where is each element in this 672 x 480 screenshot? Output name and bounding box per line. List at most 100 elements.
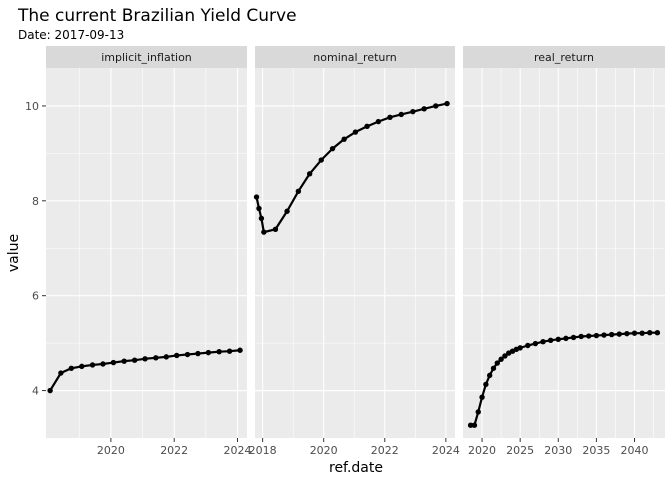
x-tick-label: 2020	[310, 444, 338, 457]
facet-panel-real_return: real_return 2020 2025 2030 2035 2040	[463, 46, 665, 457]
data-point	[100, 361, 106, 367]
data-point	[486, 372, 493, 379]
data-point	[110, 359, 117, 366]
x-tick-label: 2040	[621, 444, 649, 457]
x-tick-label: 2024	[432, 444, 460, 457]
data-point	[490, 365, 497, 371]
data-point	[364, 123, 370, 130]
data-point	[174, 352, 180, 359]
x-axis-title: ref.date	[329, 460, 383, 476]
data-point	[570, 334, 577, 341]
data-point	[525, 342, 531, 349]
data-point	[517, 345, 523, 351]
panel-background	[463, 68, 665, 438]
x-tick-label: 2030	[544, 444, 572, 457]
data-point	[256, 205, 262, 212]
data-point	[184, 351, 191, 358]
data-point	[421, 106, 427, 112]
data-point	[467, 422, 474, 428]
y-axis-title: value	[6, 234, 22, 272]
x-tick-label: 2020	[97, 444, 125, 457]
data-point	[253, 194, 260, 200]
facet-panels: implicit_inflation 2020 2022 2024 4 6 8 10 nomin…	[25, 46, 665, 457]
data-point	[121, 358, 127, 364]
data-point	[318, 157, 324, 163]
facet-panel-nominal_return: nominal_return 2018 2020 2022 2024	[249, 46, 460, 457]
data-point	[387, 114, 393, 121]
data-point	[608, 331, 615, 338]
data-point	[601, 332, 607, 338]
data-point	[410, 108, 416, 115]
data-point	[272, 226, 279, 232]
chart-title: The current Brazilian Yield Curve	[17, 6, 297, 26]
data-point	[306, 171, 313, 177]
data-point	[479, 394, 485, 400]
data-point	[226, 348, 233, 354]
x-tick-label: 2022	[371, 444, 399, 457]
y-tick-label: 8	[32, 195, 39, 208]
data-point	[586, 333, 592, 339]
panel-background	[255, 68, 455, 438]
data-point	[475, 409, 481, 415]
y-tick-label: 10	[25, 100, 39, 113]
data-point	[329, 145, 336, 152]
data-point	[142, 356, 148, 362]
x-tick-label: 2025	[506, 444, 534, 457]
data-point	[578, 333, 584, 340]
data-point	[258, 215, 265, 222]
x-tick-label: 2035	[582, 444, 610, 457]
data-point	[79, 363, 85, 370]
panel-background	[46, 68, 247, 438]
data-point	[631, 330, 638, 336]
data-point	[216, 348, 222, 355]
data-point	[195, 350, 201, 357]
x-tick-label: 2020	[468, 444, 496, 457]
x-tick-label: 2022	[160, 444, 188, 457]
data-point	[433, 103, 439, 109]
data-point	[153, 355, 159, 361]
data-point	[398, 111, 404, 118]
data-point	[483, 381, 489, 388]
data-point	[237, 347, 243, 353]
data-point	[131, 357, 138, 363]
x-tick-label: 2018	[249, 444, 277, 457]
data-point	[261, 229, 267, 235]
data-point	[352, 129, 359, 135]
data-point	[89, 362, 96, 368]
data-point	[58, 370, 64, 376]
data-point	[444, 100, 450, 107]
facet-strip	[255, 46, 455, 68]
data-point	[341, 136, 347, 142]
y-tick-label: 6	[32, 290, 39, 303]
facet-strip-label: real_return	[534, 51, 594, 64]
data-point	[47, 387, 53, 394]
data-point	[540, 339, 546, 345]
data-point	[532, 340, 539, 347]
data-point	[502, 353, 508, 359]
data-point	[471, 422, 478, 428]
data-point	[593, 332, 600, 339]
data-point	[205, 349, 212, 356]
data-point	[295, 188, 302, 195]
data-point	[498, 356, 504, 362]
facet-strip-label: implicit_inflation	[101, 51, 192, 64]
facet-strip	[46, 46, 247, 68]
data-point	[547, 337, 554, 343]
data-point	[163, 354, 169, 360]
data-point	[654, 329, 661, 336]
facet-strip	[463, 46, 665, 68]
x-tick-label: 2024	[224, 444, 252, 457]
chart-subtitle: Date: 2017-09-13	[18, 28, 124, 42]
data-point	[639, 330, 645, 336]
data-point	[563, 335, 569, 342]
data-point	[624, 330, 630, 337]
y-tick-label: 4	[32, 385, 39, 398]
data-point	[616, 331, 622, 337]
data-point	[284, 208, 290, 214]
data-point	[68, 365, 75, 371]
facet-panel-implicit_inflation: implicit_inflation 2020 2022 2024 4 6 8 10	[25, 46, 252, 457]
data-point	[647, 329, 653, 336]
data-point	[494, 360, 501, 366]
facet-strip-label: nominal_return	[313, 51, 396, 64]
